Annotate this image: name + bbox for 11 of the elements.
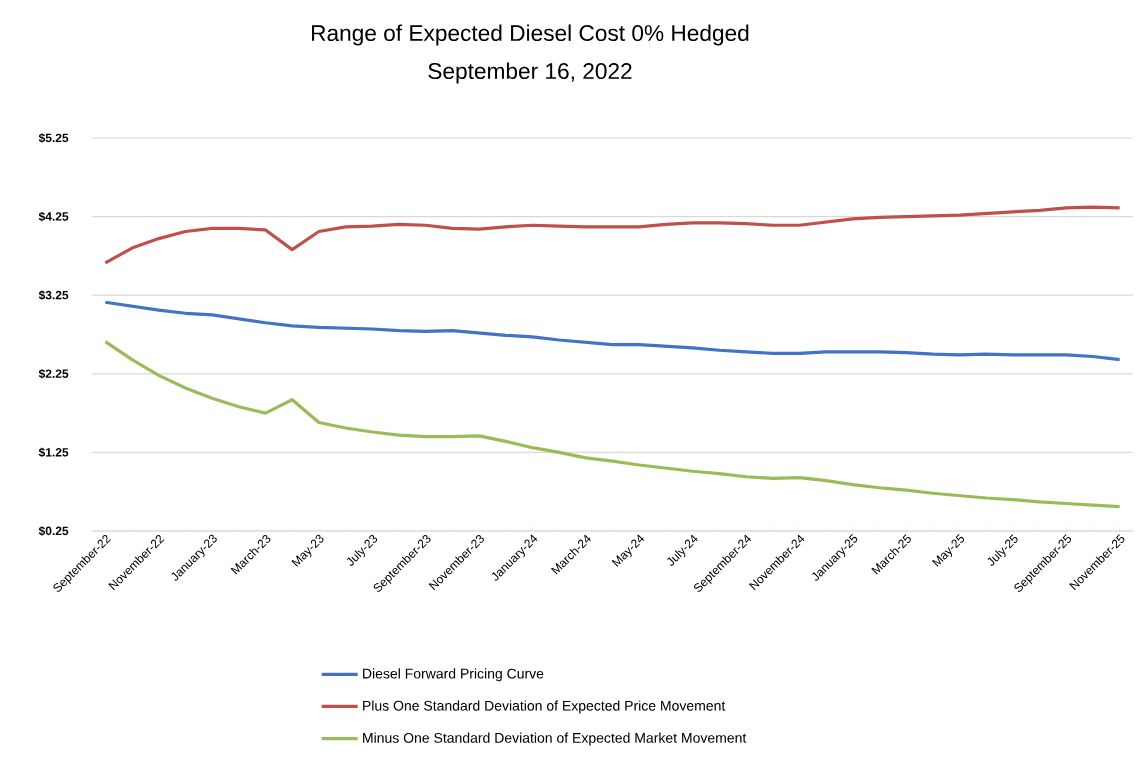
y-tick-label: $4.25 [38, 211, 69, 222]
y-tick-label: $5.25 [38, 133, 69, 143]
y-tick-label: $2.25 [38, 368, 69, 379]
y-tick-label: $3.25 [38, 290, 69, 301]
legend-label: Diesel Forward Pricing Curve [363, 668, 544, 682]
y-tick-label: $0.25 [38, 526, 69, 536]
y-tick-label: $1.25 [38, 447, 69, 458]
chart-title: Range of Expected Diesel Cost 0% Hedged [312, 24, 749, 46]
legend-label: Minus One Standard Deviation of Expected Market Movement [363, 732, 747, 746]
chart-subtitle: September 16, 2022 [428, 62, 632, 84]
legend-label: Plus One Standard Deviation of Expected Price Movement [363, 700, 726, 714]
